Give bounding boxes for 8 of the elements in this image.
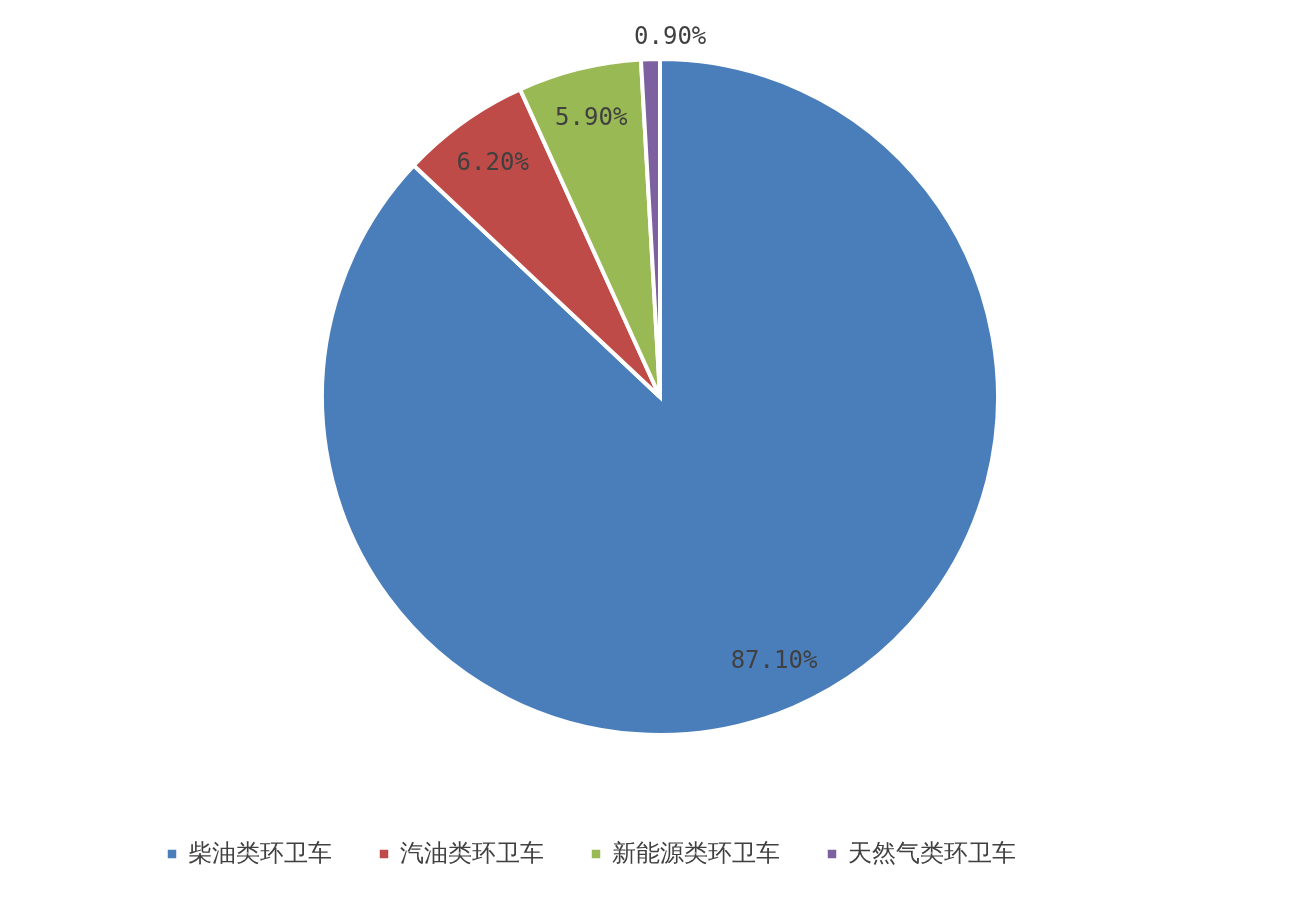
data-label: 87.10% (730, 645, 818, 674)
legend-label: 新能源类环卫车 (612, 839, 780, 867)
data-label: 6.20% (456, 148, 530, 177)
data-label: 0.90% (634, 22, 707, 51)
legend-label: 天然气类环卫车 (848, 839, 1016, 867)
data-label: 5.90% (555, 103, 628, 132)
legend-label: 柴油类环卫车 (188, 839, 332, 867)
legend-label: 汽油类环卫车 (400, 839, 544, 867)
